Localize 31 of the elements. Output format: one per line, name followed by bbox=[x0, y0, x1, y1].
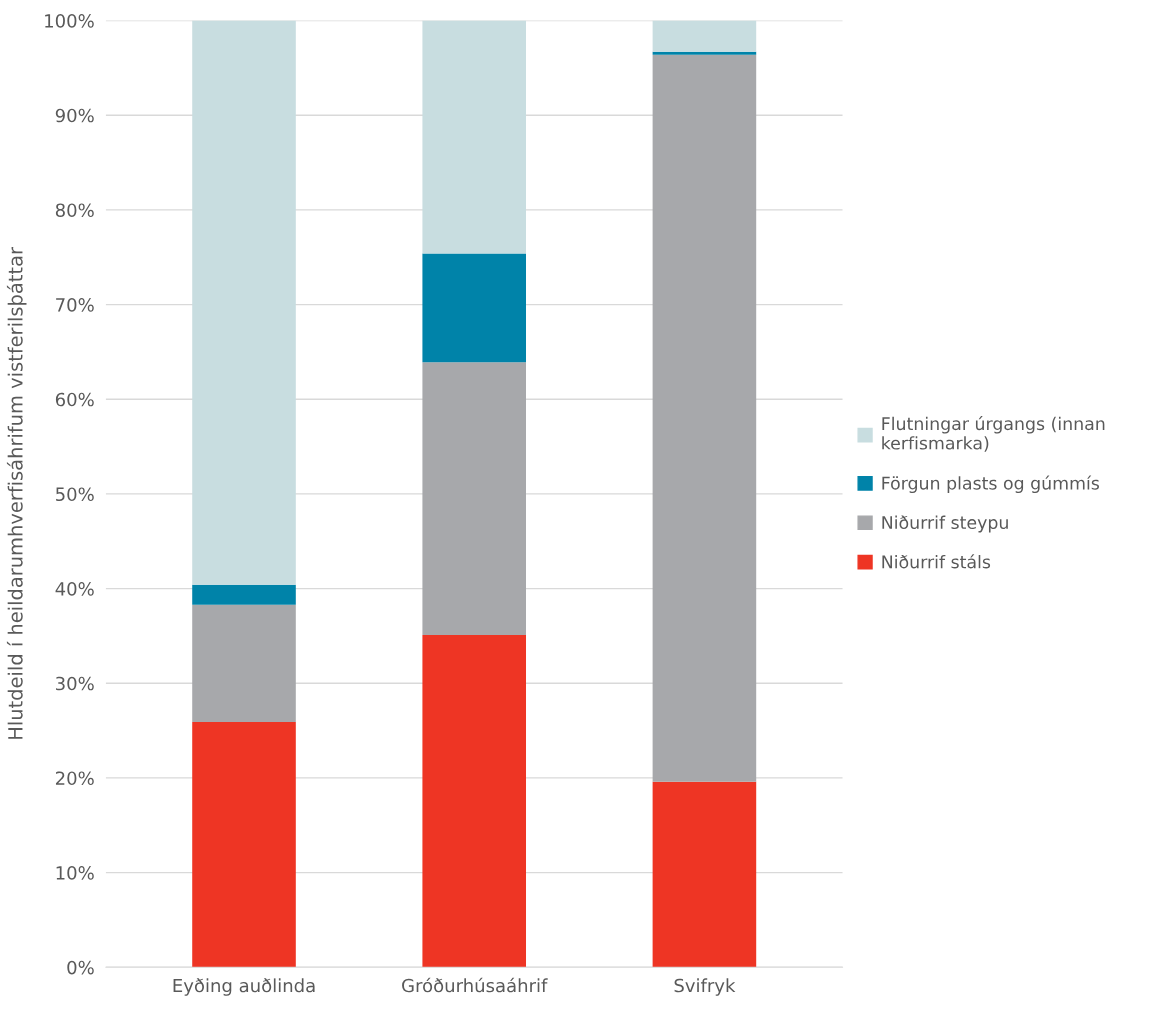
legend-label: Niðurrif stáls bbox=[882, 554, 991, 569]
y-tick-label: 100% bbox=[45, 14, 94, 28]
legend-label: Förgun plasts og gúmmís bbox=[882, 475, 1100, 494]
bar bbox=[652, 20, 757, 52]
x-tick-label: Gróðurhúsaáhrif bbox=[402, 977, 548, 993]
bar bbox=[652, 54, 757, 782]
bar bbox=[422, 362, 527, 635]
legend-label: Niðurrif steypu bbox=[882, 515, 1008, 533]
y-tick-label: 50% bbox=[56, 487, 94, 502]
y-tick-label: 0% bbox=[67, 960, 94, 975]
bar bbox=[422, 634, 527, 968]
bar bbox=[652, 51, 757, 55]
y-tick-label: 90% bbox=[55, 108, 94, 123]
bar bbox=[192, 604, 296, 723]
legend-label: Flutningar úrgangs (innan kerfismarka) bbox=[882, 416, 1105, 452]
y-tick-label: 40% bbox=[55, 582, 94, 596]
y-tick-label: 30% bbox=[56, 676, 94, 691]
y-tick-label: 20% bbox=[55, 771, 94, 786]
y-tick-label: 10% bbox=[56, 866, 94, 880]
bar bbox=[192, 20, 296, 585]
bar bbox=[652, 781, 757, 968]
y-tick-label: 80% bbox=[55, 203, 94, 218]
y-axis-title: Hlutdeild í heildarumhverfisáhrifum vistferilsþáttar bbox=[6, 247, 27, 739]
bar bbox=[422, 253, 527, 363]
bar bbox=[192, 722, 296, 968]
y-tick-label: 70% bbox=[56, 298, 94, 312]
y-tick-label: 60% bbox=[55, 392, 94, 407]
x-tick-label: Eyðing auðlinda bbox=[173, 978, 315, 996]
x-tick-label: Svifryk bbox=[674, 978, 736, 996]
bar bbox=[422, 20, 527, 254]
bar bbox=[192, 584, 296, 605]
